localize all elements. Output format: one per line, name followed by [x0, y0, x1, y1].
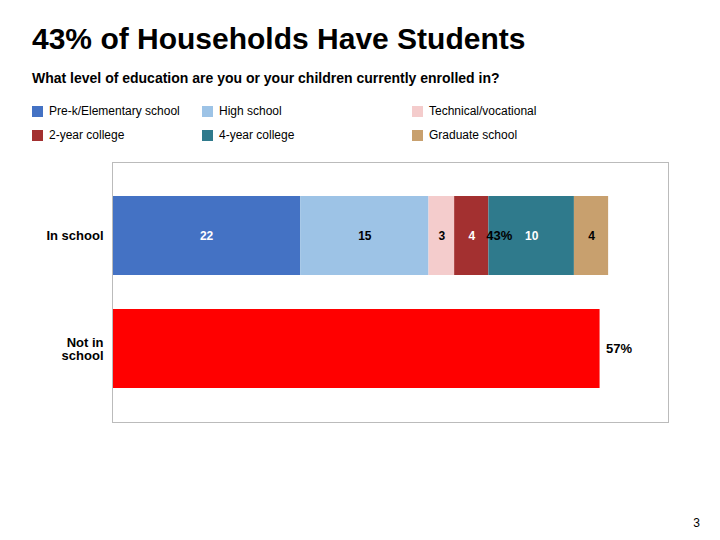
html-text:43% of Households Have Student: 43% of Households Have Students: [32, 22, 526, 55]
svg-text:22: 22: [200, 229, 214, 243]
html-text:Technical/vocational: Technical/vocational: [429, 104, 537, 118]
html-text:What level of education are yo: What level of education are you or your …: [32, 70, 500, 86]
svg-text:Not inschool: Not inschool: [62, 335, 104, 363]
html-text:4-year college: 4-year college: [219, 128, 295, 142]
html-text:3: 3: [693, 516, 700, 530]
svg-text:3: 3: [438, 229, 445, 243]
html-text:2-year college: 2-year college: [49, 128, 125, 142]
svg-text:10: 10: [525, 229, 539, 243]
svg-text:In school: In school: [46, 228, 103, 243]
svg-text:4: 4: [468, 229, 475, 243]
svg-text:4: 4: [588, 229, 595, 243]
svg-text:43%: 43%: [486, 228, 512, 243]
html-text:Pre-k/Elementary school: Pre-k/Elementary school: [49, 104, 180, 118]
svg-text:57%: 57%: [606, 341, 632, 356]
svg-text:15: 15: [358, 229, 372, 243]
html-text:Graduate school: Graduate school: [429, 128, 518, 142]
html-text:High school: High school: [219, 104, 282, 118]
